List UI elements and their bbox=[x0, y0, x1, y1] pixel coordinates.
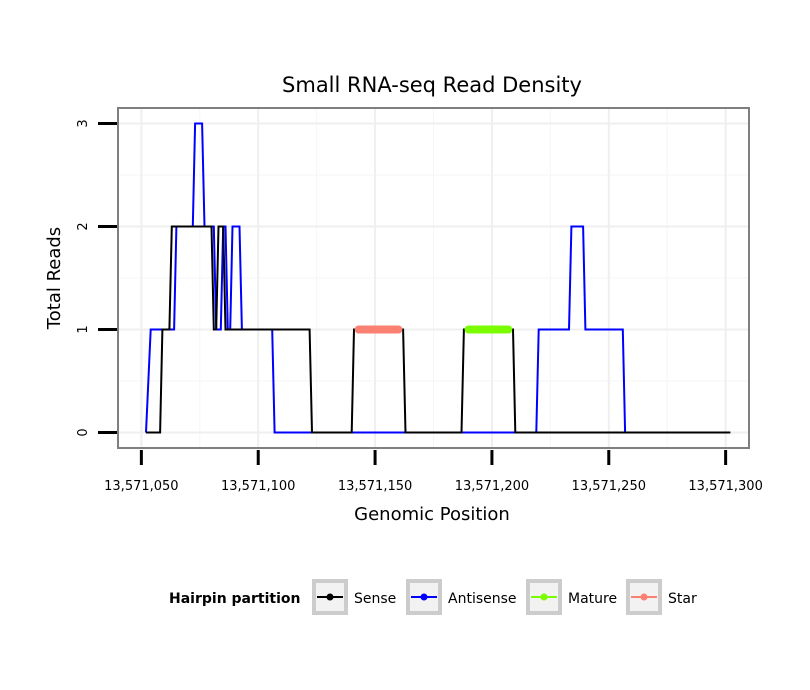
x-tick-label: 13,571,200 bbox=[455, 479, 529, 494]
y-axis-title: Total Reads bbox=[44, 227, 65, 330]
x-tick-label: 13,571,050 bbox=[104, 479, 178, 494]
legend: Hairpin partition Sense Antisense Mature St… bbox=[169, 579, 697, 615]
y-tick-label: 2 bbox=[76, 222, 91, 230]
x-tick-label: 13,571,150 bbox=[338, 479, 412, 494]
legend-label-mature: Mature bbox=[568, 591, 617, 607]
y-axis: 0 1 2 3 bbox=[76, 119, 117, 437]
series-layer bbox=[145, 122, 731, 434]
x-axis-title: Genomic Position bbox=[354, 504, 510, 525]
grid-minor bbox=[118, 108, 749, 448]
x-tick-label: 13,571,250 bbox=[572, 479, 646, 494]
legend-label-antisense: Antisense bbox=[448, 591, 517, 607]
legend-key-point bbox=[420, 593, 428, 601]
legend-key-point bbox=[326, 593, 334, 601]
x-axis: 13,571,050 13,571,100 13,571,150 13,571,200… bbox=[104, 450, 763, 494]
legend-label-sense: Sense bbox=[354, 591, 396, 607]
plot-border bbox=[117, 107, 750, 449]
x-tick-label: 13,571,100 bbox=[221, 479, 295, 494]
y-tick-label: 3 bbox=[76, 119, 91, 127]
legend-title: Hairpin partition bbox=[169, 591, 300, 607]
chart-title: Small RNA-seq Read Density bbox=[282, 73, 582, 97]
series-sense-line bbox=[146, 225, 731, 434]
y-tick-label: 0 bbox=[76, 428, 91, 436]
legend-key-point bbox=[640, 593, 648, 601]
legend-label-star: Star bbox=[668, 591, 697, 607]
x-tick-label: 13,571,300 bbox=[688, 479, 762, 494]
y-tick-label: 1 bbox=[76, 325, 91, 333]
legend-key-point bbox=[540, 593, 548, 601]
